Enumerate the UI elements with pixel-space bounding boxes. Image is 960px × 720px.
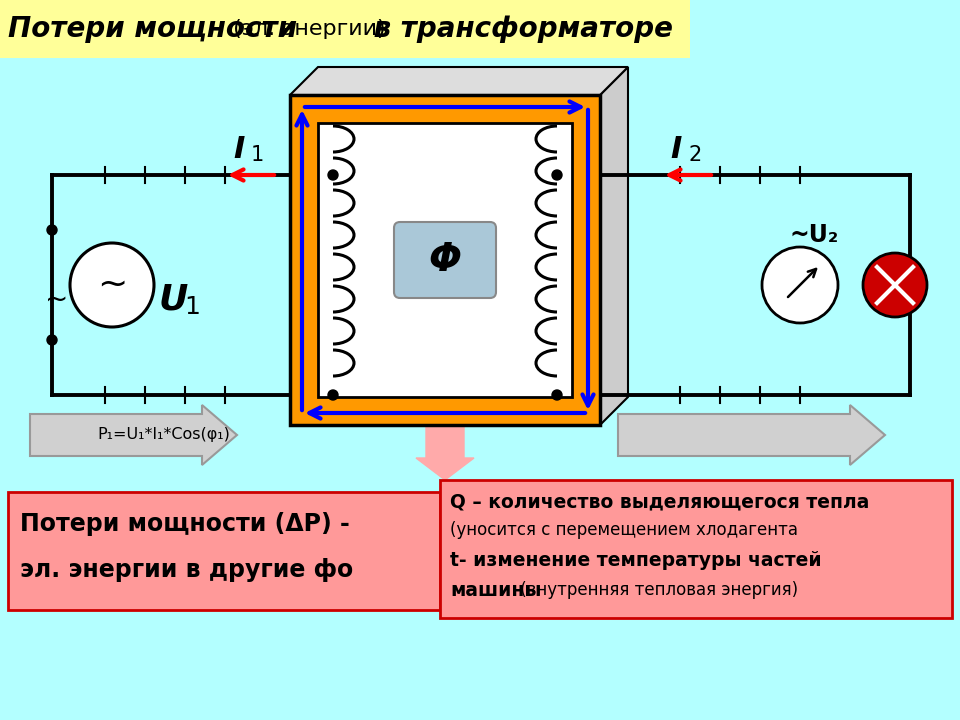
Circle shape [552, 390, 562, 400]
Circle shape [762, 247, 838, 323]
Circle shape [328, 390, 338, 400]
FancyArrow shape [30, 405, 237, 465]
Text: ~: ~ [97, 268, 127, 302]
Text: t- изменение температуры частей: t- изменение температуры частей [450, 551, 822, 570]
Circle shape [328, 170, 338, 180]
Text: (эл. энергии): (эл. энергии) [226, 19, 393, 39]
Text: Потери мощности (ΔP) -: Потери мощности (ΔP) - [20, 512, 349, 536]
Polygon shape [290, 67, 628, 95]
Text: 1: 1 [251, 145, 264, 165]
Bar [290, 95, 600, 425]
Text: I: I [670, 135, 682, 163]
Text: ~U₂: ~U₂ [790, 223, 839, 247]
FancyBboxPatch shape [394, 222, 496, 298]
Text: Φ: Φ [428, 241, 462, 279]
Circle shape [47, 335, 57, 345]
Bar [440, 480, 952, 618]
Text: машины: машины [450, 580, 541, 600]
Text: Q – количество выделяющегося тепла: Q – количество выделяющегося тепла [450, 492, 870, 511]
Circle shape [70, 243, 154, 327]
Bar [318, 123, 572, 397]
Polygon shape [600, 67, 628, 425]
Circle shape [552, 170, 562, 180]
Text: 2: 2 [688, 145, 701, 165]
Text: (уносится с перемещением хлодагента: (уносится с перемещением хлодагента [450, 521, 798, 539]
Text: U: U [159, 283, 188, 317]
Text: ~: ~ [45, 286, 68, 314]
Bar [8, 492, 440, 610]
Text: (внутренняя тепловая энергия): (внутренняя тепловая энергия) [515, 581, 798, 599]
Text: Потери мощности: Потери мощности [8, 15, 298, 43]
Text: P₁=U₁*I₁*Cos(φ₁): P₁=U₁*I₁*Cos(φ₁) [97, 428, 230, 443]
FancyArrow shape [618, 405, 885, 465]
Text: эл. энергии в другие фо: эл. энергии в другие фо [20, 558, 353, 582]
Circle shape [863, 253, 927, 317]
Text: в трансформаторе: в трансформаторе [364, 15, 673, 43]
Text: 1: 1 [184, 295, 200, 319]
Bar [0, 0, 690, 58]
Circle shape [47, 225, 57, 235]
FancyArrow shape [416, 415, 474, 480]
Text: I: I [233, 135, 245, 163]
